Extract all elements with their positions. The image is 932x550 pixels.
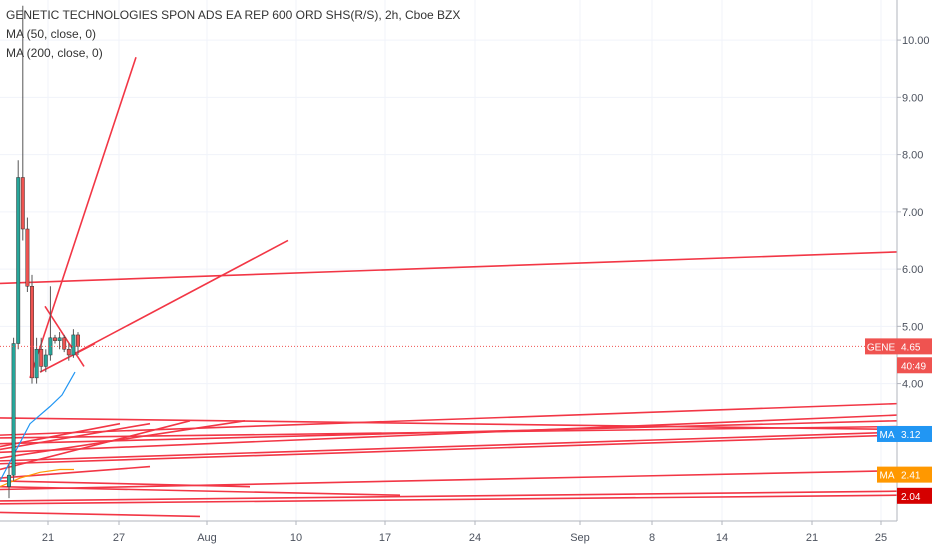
price-label-bg (897, 466, 932, 483)
ma50-line (0, 371, 76, 482)
price-label-prefix: MA (880, 430, 895, 441)
price-tick-label: 4.00 (902, 379, 923, 391)
trendline (0, 485, 401, 497)
symbol-title[interactable]: GENETIC TECHNOLOGIES SPON ADS EA REP 600… (6, 8, 461, 22)
time-tick-label: Aug (197, 532, 217, 544)
trendline (0, 490, 898, 502)
candles (7, 5, 80, 499)
trendline (0, 422, 151, 451)
price-label-value: 40:49 (901, 361, 926, 372)
price-label-prefix-bg (877, 425, 897, 442)
trendline (0, 420, 191, 471)
time-tick-label: 21 (806, 532, 818, 544)
trendline (0, 434, 898, 465)
trendline (0, 420, 898, 445)
price-tick-label: 6.00 (902, 264, 923, 276)
candle-body (62, 337, 67, 350)
price-label-bg (897, 338, 932, 355)
trendline (0, 402, 898, 436)
price-label-prefix-bg (865, 338, 897, 355)
price-label-value: 4.65 (901, 342, 921, 353)
indicator-ma200[interactable]: MA (200, close, 0) (6, 46, 103, 60)
time-tick-label: 24 (469, 532, 481, 544)
price-label-prefix-bg (877, 466, 897, 483)
price-tick-label: 10.00 (902, 35, 930, 47)
trendline (71, 239, 289, 356)
time-tick-label: Sep (570, 532, 590, 544)
moving-average-lines (0, 371, 76, 488)
candle-body (39, 348, 44, 367)
price-tick-label: 7.00 (902, 207, 923, 219)
time-tick-label: 17 (379, 532, 391, 544)
price-label-bg (897, 357, 932, 374)
candle-body (57, 337, 62, 341)
trendline (0, 414, 898, 454)
trendline (0, 469, 898, 491)
trendline (0, 465, 151, 479)
price-label-value: 2.41 (901, 471, 921, 482)
candle-body (25, 228, 30, 287)
candle-body (43, 354, 48, 367)
trendline (0, 494, 898, 505)
price-tick-label: 8.00 (902, 150, 923, 162)
candle-body (71, 334, 76, 356)
candle-body (34, 348, 39, 379)
time-tick-label: 10 (290, 532, 302, 544)
price-axis-ticks: 10.00 9.00 8.00 7.00 6.00 5.00 4.00 (897, 35, 930, 391)
time-tick-label: 27 (113, 532, 125, 544)
price-label-prefix: MA (880, 471, 895, 482)
grid (0, 0, 897, 521)
time-tick-label: 14 (716, 532, 728, 544)
price-tick-label: 9.00 (902, 92, 923, 104)
indicator-ma50[interactable]: MA (50, close, 0) (6, 27, 97, 41)
price-label-value: 2.04 (901, 492, 921, 503)
candle-body (53, 337, 57, 341)
time-tick-label: 8 (649, 532, 655, 544)
ma200-line (0, 468, 74, 488)
trendline (29, 57, 137, 379)
price-label-bg (897, 425, 932, 442)
candle-body (76, 334, 80, 347)
candle-body (16, 177, 21, 344)
time-tick-label: 21 (42, 532, 54, 544)
price-axis-background[interactable] (897, 0, 932, 521)
price-label-value: 3.12 (901, 430, 921, 441)
trendline (0, 511, 201, 518)
trendline (0, 251, 898, 285)
time-tick-label: 25 (875, 532, 887, 544)
candle-body (11, 343, 16, 476)
candle-body (66, 348, 71, 356)
price-label-bg (897, 487, 932, 504)
candle-body (30, 286, 34, 379)
trendline (39, 342, 96, 373)
candle-body (20, 177, 25, 230)
price-axis-labels: GENE 4.65 40:49 MA 3.12 MA 2.41 2.04 (865, 338, 932, 504)
candle-body (7, 474, 11, 487)
trendline (0, 417, 898, 431)
time-axis-ticks: 21 27 Aug 10 17 24 Sep 8 14 21 25 (42, 521, 887, 544)
price-label-prefix: GENE (867, 342, 896, 353)
trendlines[interactable] (0, 57, 898, 518)
chart-legend: GENETIC TECHNOLOGIES SPON ADS EA REP 600… (6, 6, 460, 63)
time-axis-background[interactable] (0, 521, 932, 550)
price-tick-label: 5.00 (902, 321, 923, 333)
trendline (0, 431, 898, 462)
trendline (0, 420, 246, 459)
